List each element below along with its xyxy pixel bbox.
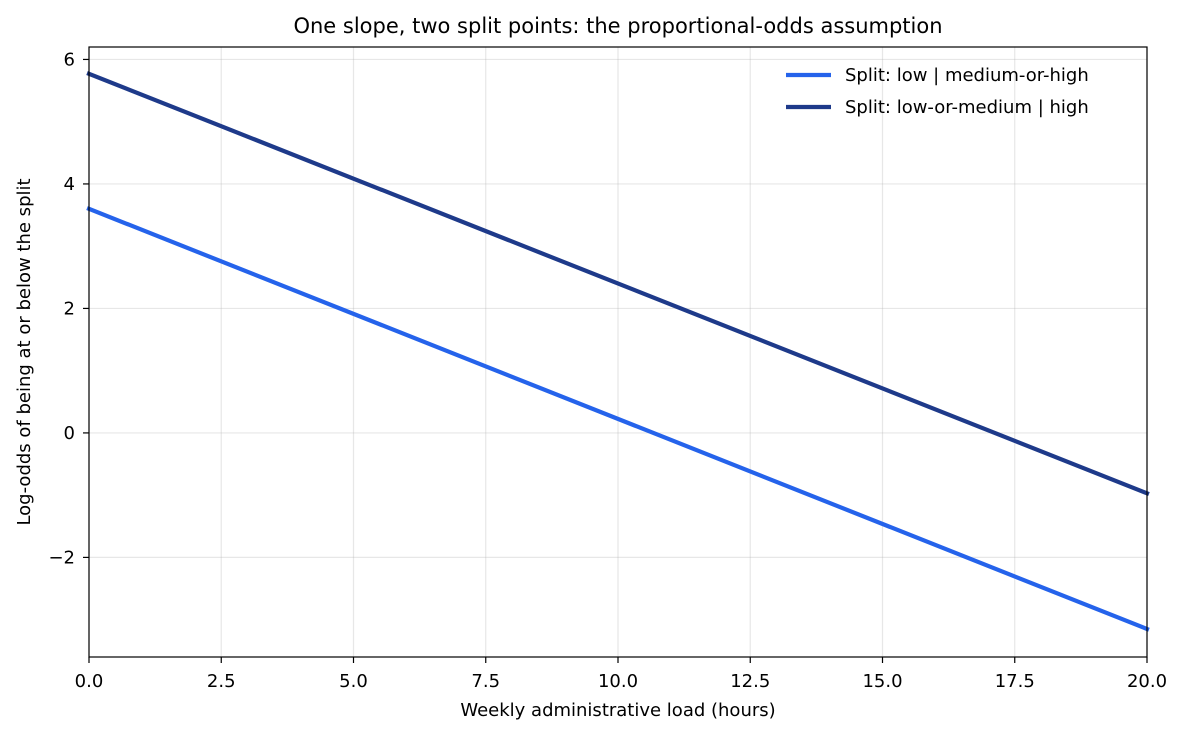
- legend-label: Split: low | medium-or-high: [845, 65, 1089, 86]
- y-tick-label: 4: [64, 174, 75, 195]
- x-tick-label: 5.0: [339, 671, 368, 692]
- series-lines: [86, 71, 1150, 632]
- legend-label: Split: low-or-medium | high: [845, 97, 1089, 118]
- x-tick-label: 12.5: [730, 671, 770, 692]
- x-tick-label: 17.5: [995, 671, 1035, 692]
- x-tick-label: 15.0: [862, 671, 902, 692]
- y-tick-label: −2: [48, 547, 75, 568]
- legend: Split: low | medium-or-high Split: low-or…: [786, 65, 1089, 118]
- x-tick-label: 2.5: [207, 671, 236, 692]
- chart-title: One slope, two split points: the proport…: [293, 14, 942, 38]
- y-tick-label: 6: [64, 49, 75, 70]
- x-tick-label: 10.0: [598, 671, 638, 692]
- x-tick-label: 7.5: [471, 671, 500, 692]
- y-axis-label: Log-odds of being at or below the split: [14, 178, 35, 525]
- x-tick-label: 0.0: [75, 671, 104, 692]
- series-line-1: [86, 206, 1150, 632]
- series-line-2: [86, 71, 1150, 497]
- x-axis-label: Weekly administrative load (hours): [460, 700, 775, 721]
- y-tick-label: 0: [64, 423, 75, 444]
- x-tick-label: 20.0: [1127, 671, 1167, 692]
- axis-ticks: 0.0 2.5 5.0 7.5 10.0 12.5 15.0 17.5 20.0 −2 0 2 4 6: [48, 49, 1167, 692]
- y-tick-label: 2: [64, 298, 75, 319]
